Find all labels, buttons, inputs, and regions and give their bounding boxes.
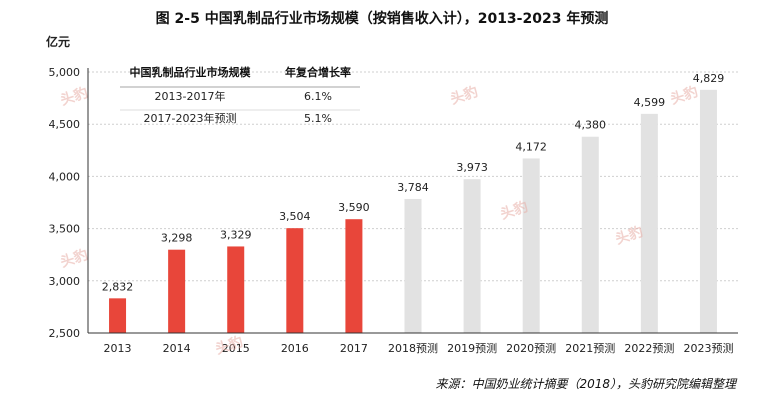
- data-label: 3,590: [338, 201, 370, 214]
- x-tick-label: 2023预测: [683, 342, 733, 355]
- axes: [87, 68, 738, 334]
- bar-actual: [168, 249, 186, 333]
- x-tick-label: 2020预测: [506, 342, 556, 355]
- bar-actual: [345, 219, 363, 333]
- labels: 亿元 2,500 3,000 3,500 4,000 4,500 5,000 2,832 201…: [46, 34, 733, 355]
- data-label: 4,380: [575, 119, 607, 132]
- bar-actual: [109, 298, 127, 333]
- x-tick-label: 2019预测: [447, 342, 497, 355]
- bar-forecast: [640, 113, 658, 333]
- x-tick-label: 2016: [281, 342, 309, 355]
- x-tick-label: 2022预测: [624, 342, 674, 355]
- source-note: 来源：中国奶业统计摘要（2018），头豹研究院编辑整理: [435, 377, 736, 391]
- inset-table-cell: 5.1%: [304, 112, 332, 125]
- data-label: 3,784: [397, 181, 429, 194]
- bar-forecast: [699, 89, 717, 333]
- y-axis-unit-label: 亿元: [46, 34, 70, 49]
- data-label: 3,973: [456, 161, 488, 174]
- bar-forecast: [463, 179, 481, 333]
- y-tick-label: 3,500: [49, 223, 81, 236]
- data-label: 3,329: [220, 228, 252, 241]
- bars: [109, 89, 717, 333]
- x-tick-label: 2018预测: [388, 342, 438, 355]
- y-tick-label: 4,000: [49, 170, 81, 183]
- data-label: 4,829: [693, 72, 725, 85]
- x-tick-label: 2013: [104, 342, 132, 355]
- bar-actual: [286, 228, 304, 333]
- bar-forecast: [581, 136, 599, 333]
- x-tick-label: 2014: [163, 342, 191, 355]
- inset-table-cell: 2013-2017年: [155, 89, 226, 103]
- inset-table-cell: 6.1%: [304, 90, 332, 103]
- bar-forecast: [522, 158, 540, 333]
- y-tick-label: 5,000: [49, 66, 81, 79]
- x-tick-label: 2021预测: [565, 342, 615, 355]
- data-label: 2,832: [102, 280, 134, 293]
- bar-actual: [227, 246, 245, 333]
- bar-forecast: [404, 198, 422, 333]
- inset-table-header: 年复合增长率: [285, 65, 351, 79]
- inset-table: 中国乳制品行业市场规模 年复合增长率 2013-2017年 6.1% 2017-2023…: [120, 65, 360, 125]
- data-label: 4,599: [634, 96, 666, 109]
- y-tick-label: 2,500: [49, 327, 81, 340]
- y-tick-label: 3,000: [49, 275, 81, 288]
- chart-title: 图 2-5 中国乳制品行业市场规模（按销售收入计），2013-2023 年预测: [155, 11, 609, 27]
- x-tick-label: 2017: [340, 342, 368, 355]
- data-label: 4,172: [515, 140, 547, 153]
- x-tick-label: 2015: [222, 342, 250, 355]
- data-label: 3,504: [279, 210, 311, 223]
- y-tick-label: 4,500: [49, 118, 81, 131]
- inset-table-cell: 2017-2023年预测: [144, 111, 237, 125]
- data-label: 3,298: [161, 232, 193, 245]
- inset-table-header: 中国乳制品行业市场规模: [130, 65, 252, 79]
